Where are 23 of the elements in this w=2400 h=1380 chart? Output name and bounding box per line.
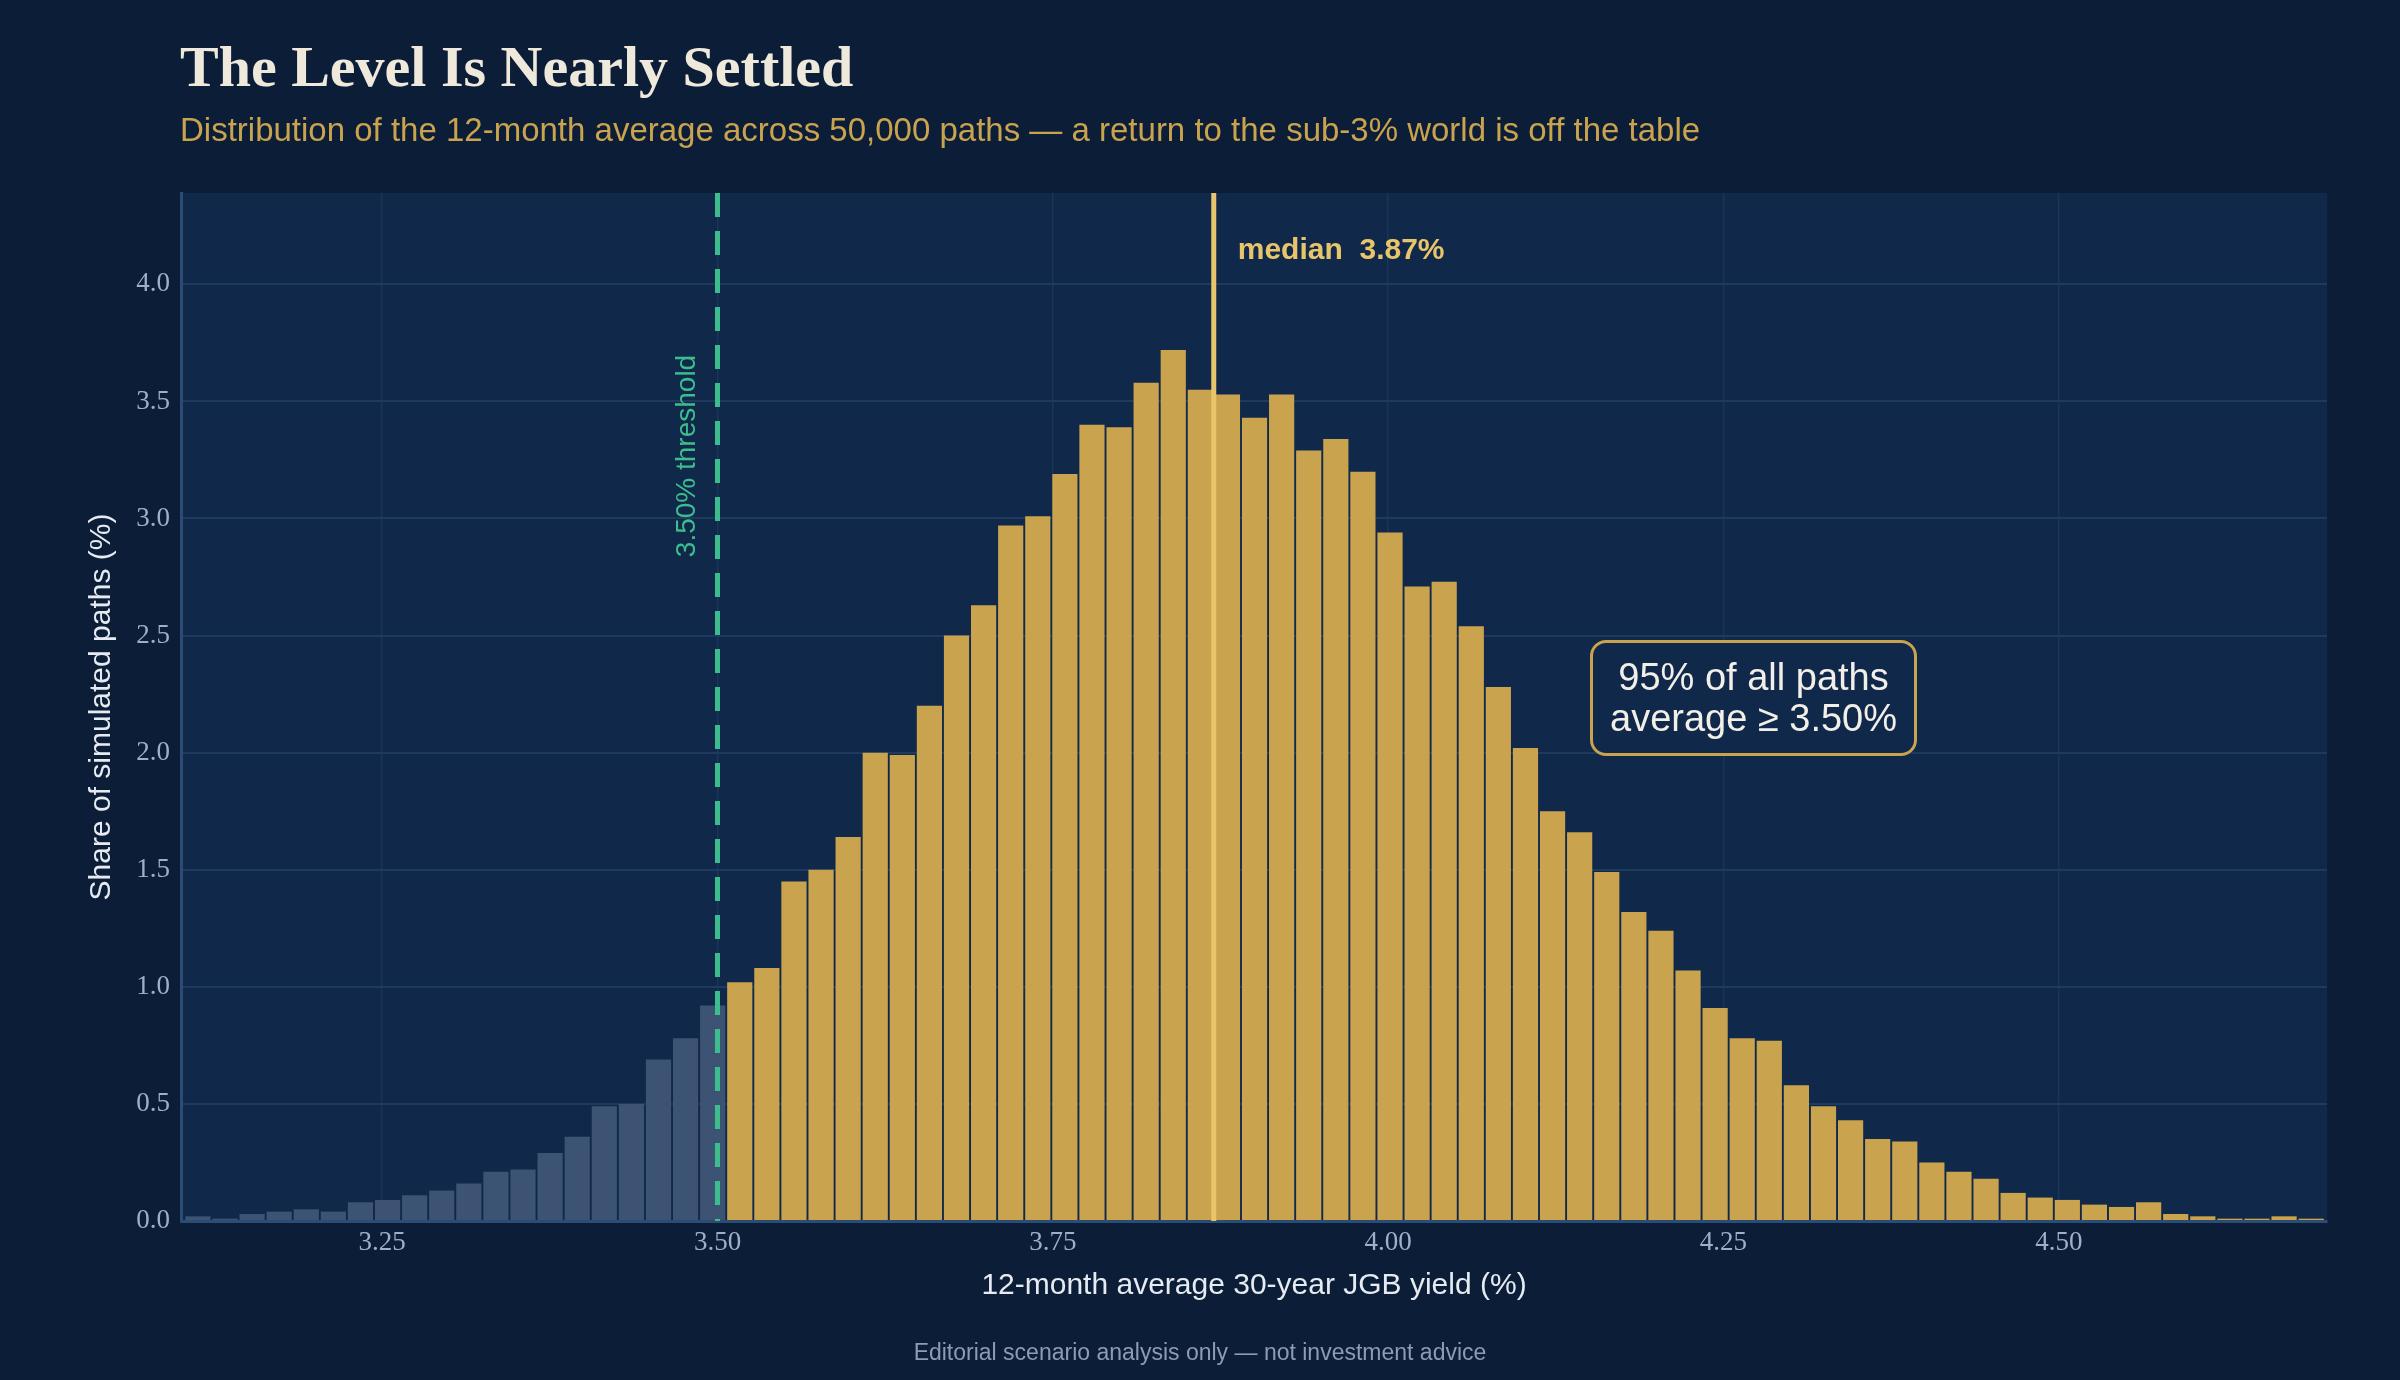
y-tick-label: 1.0 [136,969,170,1000]
x-tick-label: 3.50 [693,1226,742,1257]
y-tick-label: 3.5 [136,384,170,415]
y-tick-label: 3.0 [136,501,170,532]
chart-subtitle: Distribution of the 12-month average across 50,000 paths — a return to the sub-3% world is off the table [180,110,1701,150]
y-tick-label: 4.0 [136,267,170,298]
y-tick-label: 0.5 [136,1087,170,1118]
ref-line-label: median 3.87% [1237,232,1445,266]
y-tick-label: 0.0 [136,1204,170,1235]
chart-title: The Level Is Nearly Settled [180,33,854,101]
y-tick-label: 2.0 [136,735,170,766]
y-tick-label: 1.5 [136,852,170,883]
y-axis-title: Share of simulated paths (%) [83,513,117,901]
annotation: 95% of all paths average ≥ 3.50% [1590,640,1918,756]
x-tick-label: 4.00 [1364,1226,1412,1257]
text: Editorial scenario analysis only — not investment advice [912,1338,1488,1366]
x-tick-label: 4.25 [1699,1226,1748,1257]
x-tick-label: 3.25 [358,1226,406,1257]
x-tick-label: 3.75 [1029,1226,1077,1257]
y-tick-label: 2.5 [136,618,170,649]
ref-line-label: 3.50% threshold [670,354,702,558]
x-tick-label: 4.50 [2035,1226,2083,1257]
x-axis-title: 12-month average 30-year JGB yield (%) [981,1267,1527,1301]
